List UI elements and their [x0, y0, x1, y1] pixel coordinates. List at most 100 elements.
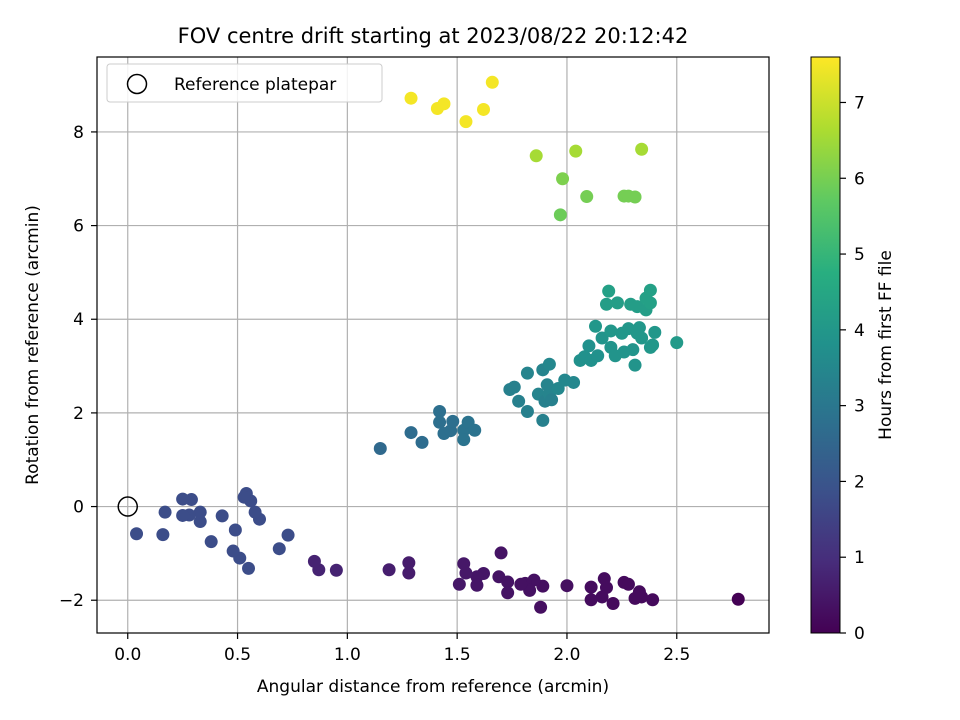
data-point	[281, 528, 295, 542]
legend-reference-marker	[126, 73, 148, 95]
data-point	[520, 366, 534, 380]
data-point	[228, 523, 242, 537]
data-point	[569, 144, 583, 158]
colorbar-tick-label: 3	[854, 397, 865, 417]
data-point	[670, 336, 684, 350]
data-point	[446, 414, 460, 428]
data-point	[272, 542, 286, 556]
data-point	[635, 331, 649, 345]
data-point	[402, 566, 416, 580]
data-point	[626, 343, 640, 357]
colorbar-tick-label: 6	[854, 169, 865, 189]
data-point	[560, 579, 574, 593]
legend: Reference platepar	[106, 63, 383, 103]
y-tick-label: −2	[59, 591, 84, 611]
data-point	[520, 404, 534, 418]
data-point	[485, 75, 499, 89]
data-point	[404, 91, 418, 105]
data-point	[595, 331, 609, 345]
data-point	[248, 505, 262, 519]
data-point	[307, 554, 321, 568]
data-point	[599, 297, 613, 311]
legend-entry-label: Reference platepar	[174, 75, 336, 95]
data-point	[501, 586, 515, 600]
data-point	[536, 413, 550, 427]
data-point	[514, 577, 528, 591]
data-point	[602, 284, 616, 298]
y-axis-label: Rotation from reference (arcmin)	[23, 205, 43, 485]
colorbar-ticks: 0 1 2 3 4 5 6 7	[840, 93, 865, 644]
data-point	[606, 596, 620, 610]
data-point	[452, 577, 466, 591]
colorbar-tick-label: 7	[854, 93, 865, 113]
legend-box	[106, 63, 383, 103]
reference-platepar-marker	[117, 496, 138, 517]
data-point	[595, 590, 609, 604]
data-point	[610, 296, 624, 310]
data-point	[567, 375, 581, 389]
data-point	[404, 426, 418, 440]
data-point	[545, 393, 559, 407]
data-point	[468, 423, 482, 437]
y-tick-label: 2	[73, 404, 84, 424]
plot-area-frame	[96, 56, 770, 634]
data-point	[507, 380, 521, 394]
x-axis-label: Angular distance from reference (arcmin)	[257, 677, 609, 697]
data-point	[457, 433, 471, 447]
data-point	[597, 572, 611, 586]
data-point	[621, 577, 635, 591]
y-tick-label: 4	[73, 310, 84, 330]
y-axis-ticks: −2 0 2 4 6 8	[59, 123, 97, 611]
data-point	[176, 492, 190, 506]
data-point	[415, 435, 429, 449]
data-point	[643, 283, 657, 297]
data-point	[580, 190, 594, 204]
data-point	[204, 535, 218, 549]
x-tick-label: 1.0	[334, 645, 361, 665]
data-point	[501, 575, 515, 589]
data-point	[459, 115, 473, 129]
data-point	[632, 585, 646, 599]
data-points	[130, 75, 745, 614]
data-point	[584, 580, 598, 594]
data-point	[628, 190, 642, 204]
y-tick-label: 8	[73, 123, 84, 143]
colorbar-tick-label: 2	[854, 472, 865, 492]
data-point	[731, 592, 745, 606]
data-point	[237, 490, 251, 504]
x-tick-label: 2.0	[553, 645, 580, 665]
data-point	[193, 515, 207, 529]
data-point	[433, 415, 447, 429]
x-tick-label: 2.5	[663, 645, 690, 665]
data-point	[494, 546, 508, 560]
grid-lines	[97, 57, 769, 633]
data-point	[591, 349, 605, 363]
data-point	[632, 321, 646, 335]
data-point	[628, 358, 642, 372]
colorbar-tick-label: 4	[854, 321, 865, 341]
data-point	[402, 556, 416, 570]
data-point	[457, 557, 471, 571]
data-point	[433, 404, 447, 418]
data-point	[646, 593, 660, 607]
data-point	[643, 296, 657, 310]
data-point	[215, 509, 229, 523]
colorbar-gradient	[810, 56, 841, 634]
data-point	[329, 563, 343, 577]
data-point	[648, 325, 662, 339]
data-point	[646, 338, 660, 352]
data-point	[512, 394, 526, 408]
data-point	[529, 149, 543, 163]
colorbar-tick-label: 0	[854, 624, 865, 644]
data-point	[156, 528, 170, 542]
data-point	[477, 102, 491, 116]
colorbar: 0 1 2 3 4 5 6 7 Hours from first FF file	[810, 56, 896, 644]
data-point	[584, 593, 598, 607]
data-point	[176, 508, 190, 522]
x-tick-label: 0.5	[224, 645, 251, 665]
data-point	[242, 561, 256, 575]
data-point	[556, 172, 570, 186]
data-point	[589, 319, 603, 333]
data-point	[193, 505, 207, 519]
chart-title: FOV centre drift starting at 2023/08/22 …	[178, 24, 689, 48]
